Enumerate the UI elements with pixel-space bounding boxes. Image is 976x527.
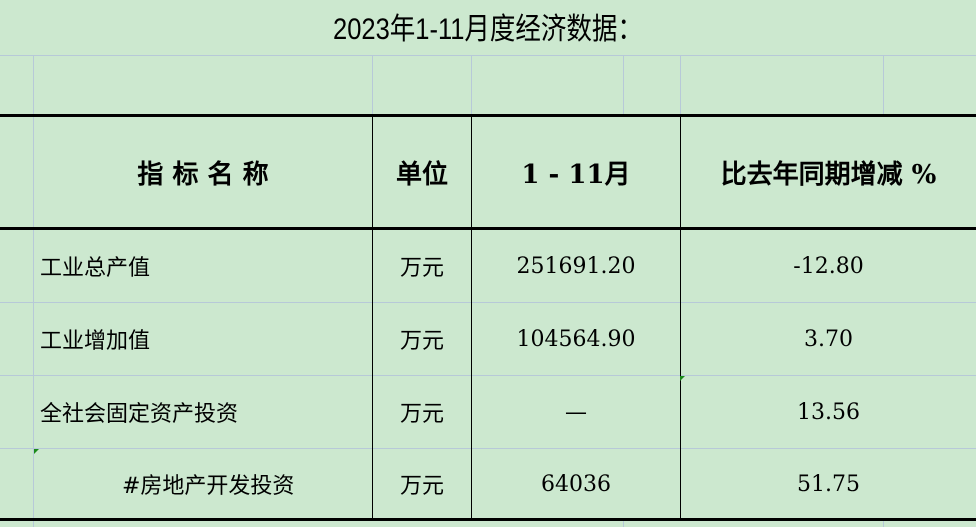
gridline: [623, 55, 624, 115]
gridline: [883, 520, 884, 527]
comment-marker-icon: [34, 449, 39, 454]
table-bottom-border: [0, 518, 976, 521]
change-cell[interactable]: 51.75: [797, 471, 860, 497]
gridline: [0, 302, 976, 303]
value-cell[interactable]: 104564.90: [516, 326, 636, 352]
indicator-name-cell[interactable]: 工业总产值: [40, 256, 151, 281]
column-border: [372, 115, 373, 520]
header-indicator-name[interactable]: 指 标 名 称: [137, 159, 269, 190]
unit-cell[interactable]: 万元: [399, 402, 444, 427]
value-cell[interactable]: —: [565, 399, 587, 425]
gridline: [372, 55, 373, 115]
gridline: [680, 55, 681, 115]
header-period[interactable]: 1 - 11月: [521, 159, 631, 190]
unit-cell[interactable]: 万元: [399, 474, 444, 499]
header-yoy-change[interactable]: 比去年同期增减 %: [720, 159, 937, 190]
header-bottom-border: [0, 227, 976, 230]
table-top-border: [0, 114, 976, 117]
gridline: [0, 55, 976, 56]
column-border: [471, 115, 472, 520]
gridline: [471, 55, 472, 115]
indicator-name-cell[interactable]: 工业增加值: [40, 329, 151, 354]
change-cell[interactable]: 13.56: [797, 399, 860, 425]
value-cell[interactable]: 251691.20: [516, 253, 636, 279]
value-cell[interactable]: 64036: [541, 471, 611, 497]
header-unit[interactable]: 单位: [395, 159, 448, 190]
change-cell[interactable]: 3.70: [804, 326, 853, 352]
column-border: [680, 115, 681, 520]
gridline: [33, 55, 34, 527]
gridline: [883, 55, 884, 115]
indicator-name-cell[interactable]: 全社会固定资产投资: [40, 402, 239, 427]
unit-cell[interactable]: 万元: [399, 256, 444, 281]
change-cell[interactable]: -12.80: [793, 253, 864, 279]
page-title: 2023年1-11月度经济数据：: [333, 13, 643, 46]
gridline: [0, 375, 976, 376]
unit-cell[interactable]: 万元: [399, 329, 444, 354]
indicator-name-cell[interactable]: #房地产开发投资: [122, 474, 295, 499]
comment-marker-icon: [680, 376, 685, 381]
gridline: [0, 448, 976, 449]
gridline: [623, 520, 624, 527]
